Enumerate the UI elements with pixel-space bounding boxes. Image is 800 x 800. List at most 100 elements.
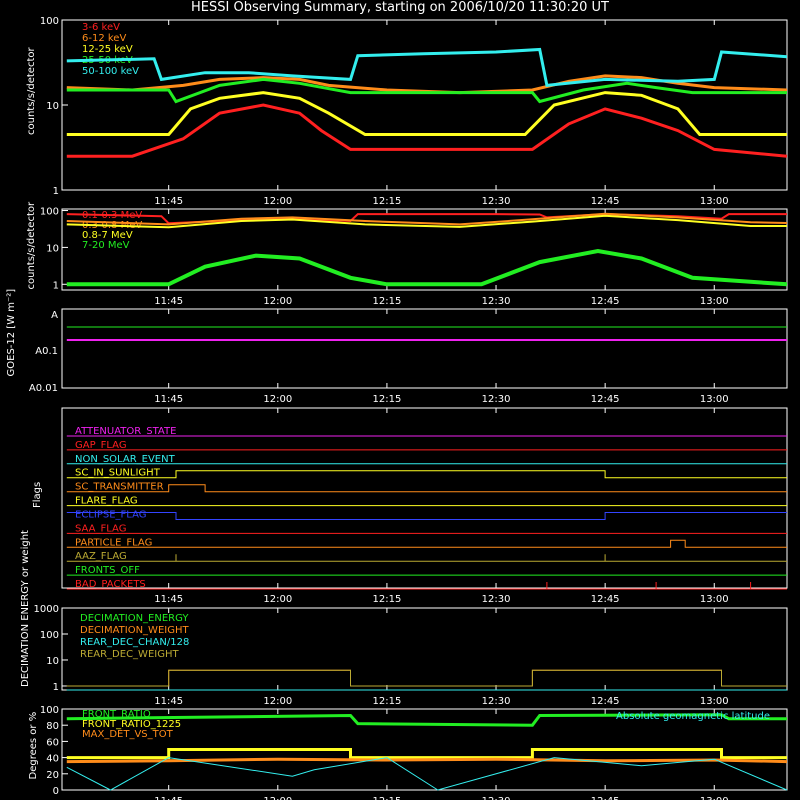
geo-xtick-label: 12:30 <box>482 796 511 800</box>
geo-ytick-label: 20 <box>46 770 59 781</box>
geo-xticks <box>168 709 715 790</box>
geo-ytick-label: 40 <box>46 754 59 765</box>
gamma-xtick-label: 11:45 <box>154 296 183 307</box>
flags-ylabel: Flags <box>32 482 43 508</box>
hxr-legend-0: 3-6 keV <box>82 22 120 33</box>
decimation-series-3 <box>66 669 787 687</box>
gamma-xticks <box>168 209 715 290</box>
hxr-xtick-label: 12:15 <box>373 196 402 207</box>
hxr-series-3 <box>66 77 787 104</box>
hxr-series-0 <box>66 103 788 158</box>
goes-xtick-label: 12:00 <box>263 394 292 405</box>
flags-series-11 <box>66 582 787 590</box>
flags-xtick-label: 11:45 <box>154 594 183 605</box>
geo-legend-2: MAX_DET_VS_TOT <box>82 729 174 740</box>
decimation-legend-1: DECIMATION_WEIGHT <box>80 625 189 636</box>
flags-label-1: GAP_FLAG <box>75 440 127 451</box>
flags-label-4: SC_TRANSMITTER <box>75 482 164 493</box>
flags-xtick-label: 12:45 <box>591 594 620 605</box>
decimation-xtick-label: 11:45 <box>154 696 183 707</box>
geo-ylabel: Degrees or % <box>28 712 39 780</box>
gamma-ytick-label: 1 <box>53 280 59 291</box>
gamma-frame <box>61 208 788 291</box>
gamma-ytick-label: 10 <box>46 243 59 254</box>
decimation-xtick-label: 12:00 <box>263 696 292 707</box>
flags-frame <box>61 407 788 589</box>
flags-label-0: ATTENUATOR_STATE <box>75 426 176 437</box>
flags-label-7: SAA_FLAG <box>75 523 126 534</box>
hxr-ytick-label: 1 <box>53 186 59 197</box>
goes-frame <box>61 308 788 389</box>
figure-title: HESSI Observing Summary, starting on 200… <box>191 0 609 15</box>
decimation-xtick-label: 13:00 <box>700 696 729 707</box>
geo-xtick-label: 12:00 <box>263 796 292 800</box>
gamma-series-3 <box>66 248 788 287</box>
geo-series-0 <box>66 713 787 727</box>
gamma-ylabel: counts/s/detector <box>26 201 37 289</box>
gamma-series-2 <box>66 214 787 229</box>
geo-xtick-label: 12:45 <box>591 796 620 800</box>
decimation-xtick-label: 12:30 <box>482 696 511 707</box>
hxr-xtick-label: 12:00 <box>263 196 292 207</box>
flags-label-9: AAZ_FLAG <box>75 551 127 562</box>
gamma-xtick-label: 12:00 <box>263 296 292 307</box>
hxr-ytick-label: 10 <box>46 101 59 112</box>
geo-series-2 <box>66 757 788 764</box>
geo-xtick-label: 12:15 <box>373 796 402 800</box>
flags-label-11: BAD_PACKETS <box>75 579 146 590</box>
hxr-ylabel: counts/s/detector <box>26 47 37 135</box>
decimation-ytick-label: 1 <box>53 682 59 693</box>
gamma-legend-3: 7-20 MeV <box>82 240 130 251</box>
hxr-xtick-label: 12:30 <box>482 196 511 207</box>
geo-series-1 <box>66 748 787 760</box>
decimation-ytick-label: 10 <box>46 656 59 667</box>
decimation-legend-3: REAR_DEC_WEIGHT <box>80 649 179 660</box>
hxr-frame <box>61 19 788 191</box>
gamma-legend-0: 0.1-0.3 MeV <box>82 210 142 221</box>
decimation-xtick-label: 12:15 <box>373 696 402 707</box>
flags-xticks <box>168 408 715 588</box>
flags-xtick-label: 12:15 <box>373 594 402 605</box>
hxr-legend-1: 6-12 keV <box>82 33 126 44</box>
decimation-series-1 <box>66 669 787 687</box>
geo-legend-0: FRONT_RATIO <box>82 709 151 720</box>
goes-xtick-label: 12:15 <box>373 394 402 405</box>
hxr-series-2 <box>66 91 787 136</box>
decimation-xticks <box>168 608 715 690</box>
hxr-xtick-label: 11:45 <box>154 196 183 207</box>
decimation-legend-0: DECIMATION_ENERGY <box>80 613 189 624</box>
flags-label-5: FLARE_FLAG <box>75 496 138 507</box>
geo-legend-1: FRONT_RATIO_1225 <box>82 719 181 730</box>
flags-xtick-label: 12:30 <box>482 594 511 605</box>
flags-label-3: SC_IN_SUNLIGHT <box>75 468 161 479</box>
gamma-xtick-label: 12:30 <box>482 296 511 307</box>
decimation-xtick-label: 12:45 <box>591 696 620 707</box>
hxr-xticks <box>168 20 715 190</box>
goes-xtick-label: 12:30 <box>482 394 511 405</box>
hxr-xtick-label: 13:00 <box>700 196 729 207</box>
gamma-series-1 <box>66 212 788 226</box>
geo-annotation: Absolute geomagnetic latitude <box>616 711 770 722</box>
geo-series-3 <box>66 757 788 791</box>
geo-ytick-label: 0 <box>53 786 59 797</box>
geo-xtick-label: 13:00 <box>700 796 729 800</box>
gamma-xtick-label: 12:45 <box>591 296 620 307</box>
flags-xtick-label: 13:00 <box>700 594 729 605</box>
goes-xtick-label: 11:45 <box>154 394 183 405</box>
geo-xtick-label: 11:45 <box>154 796 183 800</box>
hxr-legend-4: 50-100 keV <box>82 66 139 77</box>
geo-frame <box>61 708 788 791</box>
geo-ytick-label: 60 <box>46 737 59 748</box>
hxr-xtick-label: 12:45 <box>591 196 620 207</box>
decimation-ytick-label: 1000 <box>34 604 59 615</box>
goes-xtick-label: 12:45 <box>591 394 620 405</box>
goes-ytick-label: A <box>51 310 58 321</box>
hxr-legend-2: 12-25 keV <box>82 44 133 55</box>
flags-series-3 <box>66 470 787 479</box>
flags-label-2: NON_SOLAR_EVENT <box>75 454 176 465</box>
goes-xticks <box>168 309 715 388</box>
gamma-series-0 <box>66 213 787 225</box>
gamma-xtick-label: 13:00 <box>700 296 729 307</box>
